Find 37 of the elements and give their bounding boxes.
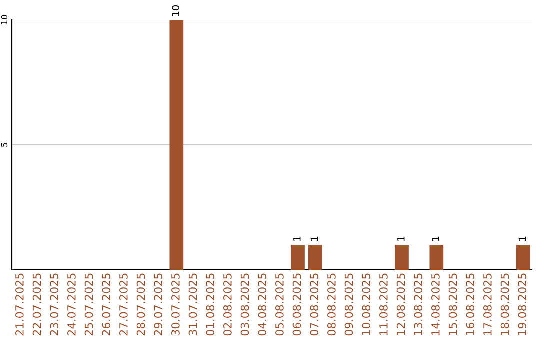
- data-label: 1: [294, 236, 301, 242]
- x-tick-label: 06.08.2025: [292, 274, 302, 336]
- x-tick-label: 28.07.2025: [136, 274, 146, 336]
- x-tick-label: 24.07.2025: [67, 274, 76, 336]
- x-tick-label: 23.07.2025: [50, 274, 59, 336]
- x-tick-label: 17.08.2025: [483, 274, 492, 336]
- x-tick-label: 03.08.2025: [240, 274, 250, 336]
- x-tick-label: 12.08.2025: [396, 274, 406, 336]
- x-tick-label: 01.08.2025: [206, 274, 215, 336]
- x-tick-label: 08.08.2025: [327, 274, 336, 336]
- x-tick-label: 13.08.2025: [414, 274, 423, 336]
- data-label: 1: [518, 236, 526, 242]
- x-tick-label: 02.08.2025: [223, 274, 232, 336]
- x-tick-label: 22.07.2025: [32, 274, 42, 336]
- data-label: 1: [310, 236, 318, 242]
- y-tick-label: 5: [1, 143, 8, 148]
- x-tick-label: 25.07.2025: [84, 274, 94, 336]
- x-tick-label: 19.08.2025: [518, 274, 527, 336]
- x-tick-label: 09.08.2025: [344, 274, 354, 336]
- data-label: 1: [398, 236, 405, 242]
- x-tick-label: 26.07.2025: [102, 274, 111, 336]
- x-tick-label: 21.07.2025: [15, 274, 24, 336]
- data-label: 1: [432, 236, 440, 242]
- x-tick-label: 07.08.2025: [310, 274, 319, 336]
- x-tick-label: 18.08.2025: [500, 274, 510, 336]
- x-tick-label: 14.08.2025: [431, 274, 440, 336]
- x-tick-label: 31.07.2025: [188, 274, 198, 336]
- x-tick-label: 29.07.2025: [154, 274, 163, 336]
- x-tick-label: 05.08.2025: [275, 274, 284, 336]
- data-label: 10: [172, 5, 180, 16]
- x-tick-label: 11.08.2025: [379, 274, 388, 336]
- x-tick-label: 04.08.2025: [258, 274, 267, 336]
- x-tick-label: 15.08.2025: [448, 274, 458, 336]
- x-tick-label: 27.07.2025: [119, 274, 128, 336]
- x-tick-label: 16.08.2025: [466, 274, 475, 336]
- x-tick-label: 10.08.2025: [362, 274, 371, 336]
- x-tick-label: 30.07.2025: [171, 274, 180, 336]
